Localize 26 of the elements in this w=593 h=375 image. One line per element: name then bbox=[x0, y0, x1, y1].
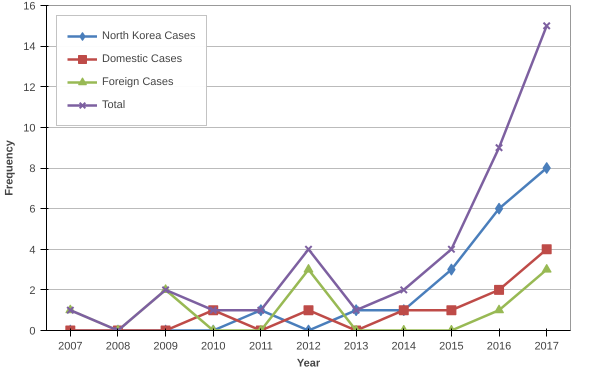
x-tick-label: 2008 bbox=[106, 340, 130, 352]
y-tick-label: 14 bbox=[23, 41, 36, 54]
x-tick-label: 2013 bbox=[344, 340, 368, 352]
y-tick-label: 6 bbox=[29, 204, 36, 216]
x-axis-title: Year bbox=[296, 358, 321, 370]
y-axis-title: Frequency bbox=[3, 139, 16, 196]
x-tick-label: 2011 bbox=[249, 340, 273, 352]
legend-label: Foreign Cases bbox=[102, 76, 174, 88]
y-tick-label: 8 bbox=[29, 163, 36, 175]
x-tick-label: 2012 bbox=[296, 340, 321, 352]
y-tick-label: 16 bbox=[23, 0, 36, 12]
x-tick-label: 2015 bbox=[439, 340, 464, 352]
x-tick-label: 2009 bbox=[153, 340, 178, 352]
y-tick-label: 2 bbox=[29, 284, 36, 297]
x-tick-label: 2017 bbox=[534, 340, 559, 352]
legend-label: North Korea Cases bbox=[102, 30, 196, 42]
y-tick-label: 12 bbox=[23, 82, 36, 94]
y-tick-label: 4 bbox=[29, 244, 36, 256]
y-tick-label: 0 bbox=[29, 326, 36, 338]
legend-label: Domestic Cases bbox=[102, 53, 182, 65]
legend-label: Total bbox=[102, 99, 126, 111]
x-tick-label: 2007 bbox=[58, 340, 83, 352]
y-tick-label: 10 bbox=[23, 122, 36, 134]
x-tick-label: 2014 bbox=[392, 340, 416, 352]
x-tick-label: 2010 bbox=[200, 340, 226, 352]
x-tick-label: 2016 bbox=[486, 340, 512, 352]
